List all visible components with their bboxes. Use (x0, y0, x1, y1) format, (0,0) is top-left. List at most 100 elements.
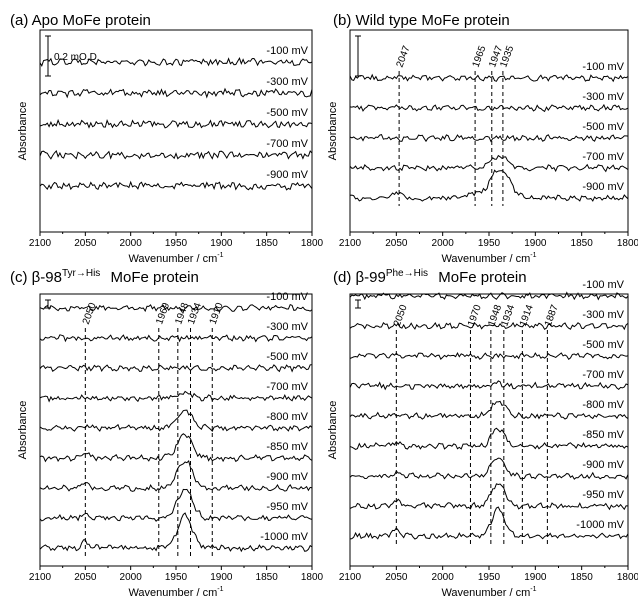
spectrum-trace (39, 409, 313, 432)
spectrum-trace (349, 291, 629, 301)
y-axis-label: Absorbance (17, 102, 29, 161)
spectrum-trace (39, 460, 313, 492)
spectrum-trace (39, 56, 313, 67)
peak-label: 1887 (543, 303, 561, 328)
chart-panel-d: (d) β-99Phe→His MoFe protein 2100 2050 2000… (327, 268, 638, 599)
spectrum-trace (349, 154, 629, 173)
x-axis-label-text: Wavenumber / cm (441, 587, 530, 599)
x-axis-label-text: Wavenumber / cm (128, 253, 217, 265)
panel-title-suffix: MoFe protein (106, 269, 199, 286)
panel-title: (d) β-99Phe→His MoFe protein (333, 268, 527, 286)
series-label: -500 mV (582, 121, 624, 133)
y-axis-label: Absorbance (17, 401, 29, 460)
x-tick-label: 1950 (165, 238, 188, 249)
peak-label: 1965 (471, 44, 489, 69)
spectrum-trace (39, 433, 313, 463)
panel-title-suffix: MoFe protein (434, 269, 527, 286)
series-label: -700 mV (266, 381, 308, 393)
x-tick-label: 1800 (617, 238, 638, 249)
x-axis-label-superscript: -1 (217, 252, 223, 259)
x-tick-label: 1950 (478, 238, 501, 249)
x-axis-label: Wavenumber / cm-1 (128, 252, 223, 265)
x-tick-label: 2000 (120, 238, 143, 249)
spectrum-trace (39, 180, 313, 191)
spectrum-trace (39, 512, 313, 553)
x-tick-label: 1950 (478, 572, 501, 583)
series-label: -300 mV (266, 321, 308, 333)
series-label: -700 mV (582, 151, 624, 163)
series-label: -500 mV (266, 351, 308, 363)
x-axis-label-superscript: -1 (217, 586, 223, 593)
spectrum-trace (349, 400, 629, 420)
panel-title-text: (d) β-99 (333, 269, 386, 286)
x-tick-label: 1850 (256, 238, 279, 249)
x-tick-label: 1850 (256, 572, 279, 583)
spectrum-trace (39, 390, 313, 403)
y-axis-label: Absorbance (327, 401, 339, 460)
x-tick-label: 1900 (524, 238, 547, 249)
x-tick-label: 2100 (29, 238, 52, 249)
x-axis-label: Wavenumber / cm-1 (441, 252, 536, 265)
x-tick-label: 1950 (165, 572, 188, 583)
spectrum-trace (349, 506, 629, 540)
x-axis-label: Wavenumber / cm-1 (441, 586, 536, 599)
x-tick-label: 2050 (74, 572, 97, 583)
panel-title-text: (a) Apo MoFe protein (10, 12, 151, 29)
series-label: -850 mV (582, 429, 624, 441)
chart-panel-b: (b) Wild type MoFe protein 2100 2050 2000 19… (327, 12, 638, 265)
spectrum-trace (349, 133, 629, 143)
x-tick-label: 2000 (432, 572, 455, 583)
peak-label: 2047 (395, 44, 413, 69)
peak-label: 1970 (466, 303, 484, 328)
scale-bar-label: 0.2 mO.D. (54, 52, 100, 63)
spectrum-trace (39, 118, 313, 129)
x-tick-label: 2100 (339, 572, 362, 583)
x-axis-label-superscript: -1 (530, 252, 536, 259)
series-label: -300 mV (582, 309, 624, 321)
spectrum-trace (39, 150, 313, 160)
chart-panel-a: (a) Apo MoFe protein 2100 2050 2000 1950 1900… (10, 12, 324, 265)
chart-panel-c: (c) β-98Tyr→His MoFe protein 2100 2050 2000… (10, 268, 324, 599)
series-label: -800 mV (582, 399, 624, 411)
x-axis-label: Wavenumber / cm-1 (128, 586, 223, 599)
series-label: -100 mV (266, 45, 308, 57)
series-label: -800 mV (266, 411, 308, 423)
spectrum-trace (349, 169, 629, 202)
peak-label: 1910 (208, 301, 226, 326)
series-label: -100 mV (582, 61, 624, 73)
spectrum-trace (349, 73, 629, 83)
series-label: -900 mV (266, 471, 308, 483)
x-axis-label-text: Wavenumber / cm (441, 253, 530, 265)
series-label: -100 mV (582, 279, 624, 291)
x-axis-label-text: Wavenumber / cm (128, 587, 217, 599)
spectrum-trace (39, 303, 313, 313)
series-label: -300 mV (266, 76, 308, 88)
spectrum-trace (39, 334, 313, 343)
spectrum-trace (39, 364, 313, 373)
x-tick-label: 2050 (385, 238, 408, 249)
panel-title-superscript: Tyr→His (62, 268, 100, 279)
spectrum-trace (39, 87, 313, 99)
x-tick-label: 1850 (571, 238, 594, 249)
x-tick-label: 1800 (301, 238, 324, 249)
x-tick-label: 2050 (74, 238, 97, 249)
series-label: -850 mV (266, 441, 308, 453)
panel-title: (c) β-98Tyr→His MoFe protein (10, 268, 199, 286)
series-label: -1000 mV (260, 531, 308, 543)
peak-label: 1969 (154, 301, 172, 326)
x-tick-label: 2100 (339, 238, 362, 249)
series-label: -300 mV (582, 91, 624, 103)
series-label: -900 mV (582, 181, 624, 193)
x-tick-label: 1800 (301, 572, 324, 583)
y-axis-label: Absorbance (327, 102, 339, 161)
series-label: -500 mV (582, 339, 624, 351)
x-tick-label: 2100 (29, 572, 52, 583)
series-label: -950 mV (582, 489, 624, 501)
series-label: -900 mV (266, 169, 308, 181)
series-label: -700 mV (266, 138, 308, 150)
x-tick-label: 2000 (432, 238, 455, 249)
spectrum-trace (39, 488, 313, 522)
panel-title: (b) Wild type MoFe protein (333, 12, 510, 29)
series-label: -100 mV (266, 291, 308, 303)
